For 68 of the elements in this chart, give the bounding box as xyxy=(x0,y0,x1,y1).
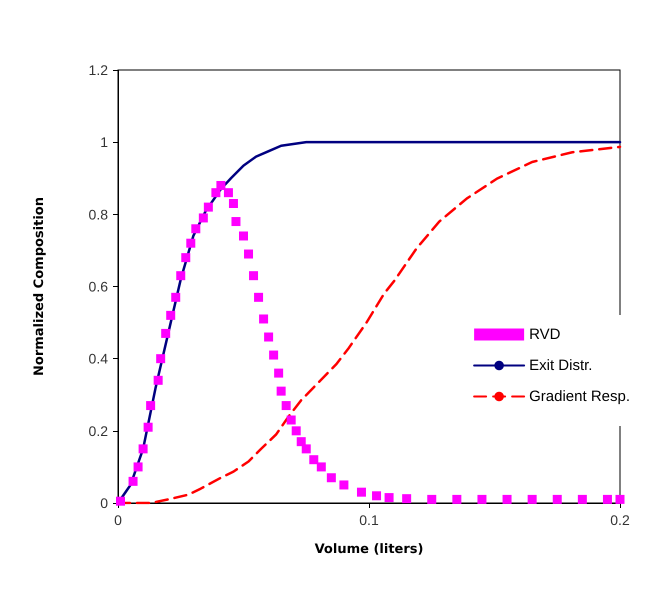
point xyxy=(144,422,153,432)
point xyxy=(154,376,163,385)
point xyxy=(176,271,186,280)
point xyxy=(198,213,208,222)
y-axis-title: Normalized Composition xyxy=(32,197,47,376)
point xyxy=(477,494,486,504)
y-tick-label: 0.2 xyxy=(88,422,108,439)
point xyxy=(452,494,462,504)
x-tick-label: 0.1 xyxy=(359,512,379,528)
point xyxy=(339,480,348,490)
point xyxy=(211,188,220,198)
legend-label: RVD xyxy=(529,326,561,343)
point xyxy=(309,455,318,464)
point xyxy=(316,462,326,472)
point xyxy=(356,488,366,497)
point xyxy=(616,494,624,504)
point xyxy=(296,437,306,446)
point xyxy=(276,386,286,396)
x-tick-label: 0.2 xyxy=(610,512,630,528)
point xyxy=(292,426,301,436)
point xyxy=(264,332,274,342)
point xyxy=(254,292,264,302)
point xyxy=(372,491,382,500)
point xyxy=(224,188,233,198)
point xyxy=(171,292,180,302)
y-tick-label: 1 xyxy=(100,134,108,150)
point xyxy=(156,354,166,364)
point xyxy=(502,494,512,504)
point xyxy=(286,416,296,425)
point xyxy=(191,224,200,234)
point xyxy=(302,444,311,454)
point xyxy=(138,444,148,454)
point xyxy=(552,494,562,504)
point xyxy=(146,401,156,410)
point xyxy=(402,494,412,504)
point xyxy=(134,462,143,472)
point xyxy=(228,199,238,208)
legend-label: Gradient Resp. xyxy=(529,388,630,405)
point xyxy=(384,493,394,502)
x-axis-title: Volume (liters) xyxy=(314,542,424,557)
point xyxy=(249,271,258,280)
point xyxy=(204,202,213,212)
point xyxy=(244,250,254,259)
y-tick-label: 0.8 xyxy=(88,206,108,222)
point xyxy=(259,314,268,324)
point xyxy=(116,496,126,506)
point xyxy=(269,350,278,360)
point xyxy=(231,217,240,226)
point xyxy=(166,310,176,320)
x-tick-label: 0 xyxy=(114,512,122,528)
point xyxy=(528,494,537,504)
legend-label: Exit Distr. xyxy=(529,357,592,374)
point xyxy=(602,494,612,504)
point xyxy=(274,368,284,378)
point xyxy=(578,494,587,504)
point xyxy=(181,253,190,262)
point xyxy=(216,180,226,190)
y-tick-label: 1.2 xyxy=(88,62,108,78)
point xyxy=(128,476,138,486)
point xyxy=(186,238,196,248)
point xyxy=(427,494,436,504)
y-tick-label: 0 xyxy=(100,495,108,511)
point xyxy=(161,328,170,338)
point xyxy=(282,401,291,410)
y-tick-label: 0.4 xyxy=(88,350,108,367)
y-tick-label: 0.6 xyxy=(88,278,108,294)
point xyxy=(239,231,248,240)
point xyxy=(326,473,336,482)
